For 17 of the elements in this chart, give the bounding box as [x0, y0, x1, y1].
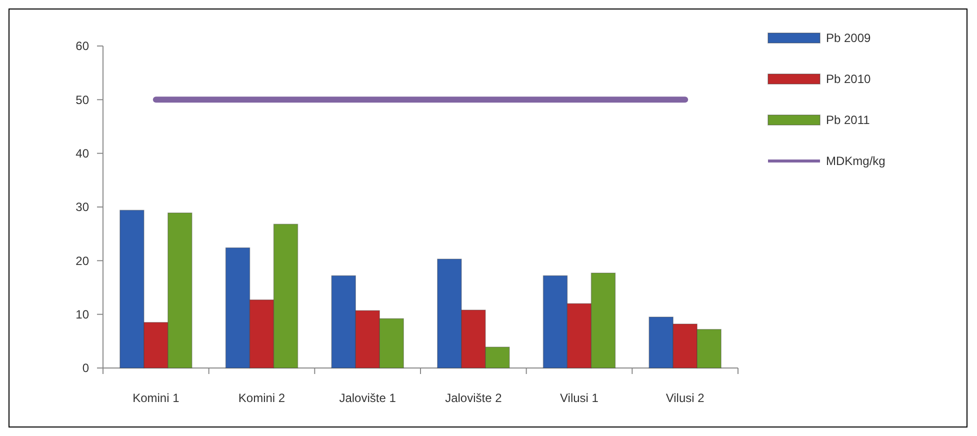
y-tick-label: 60 — [76, 39, 90, 54]
x-tick-label: Jalovište 2 — [445, 391, 502, 405]
legend-label: Pb 2009 — [826, 31, 872, 46]
x-tick-label: Vilusi 1 — [560, 391, 599, 405]
x-tick-label: Komini 1 — [132, 391, 180, 405]
legend-label: Pb 2010 — [826, 72, 872, 86]
y-tick-label: 10 — [76, 308, 90, 322]
x-tick-label: Vilusi 2 — [666, 391, 705, 405]
y-tick-label: 30 — [76, 200, 90, 214]
y-tick-label: 40 — [76, 146, 90, 161]
legend-label: Pb 2011 — [826, 113, 870, 128]
y-tick-label: 20 — [76, 254, 90, 268]
y-tick-label: 0 — [82, 361, 90, 376]
legend-label: MDKmg/kg — [826, 154, 886, 168]
y-tick-label: 50 — [76, 92, 90, 107]
x-tick-label: Komini 2 — [238, 391, 286, 405]
x-tick-label: Jalovište 1 — [339, 391, 396, 405]
